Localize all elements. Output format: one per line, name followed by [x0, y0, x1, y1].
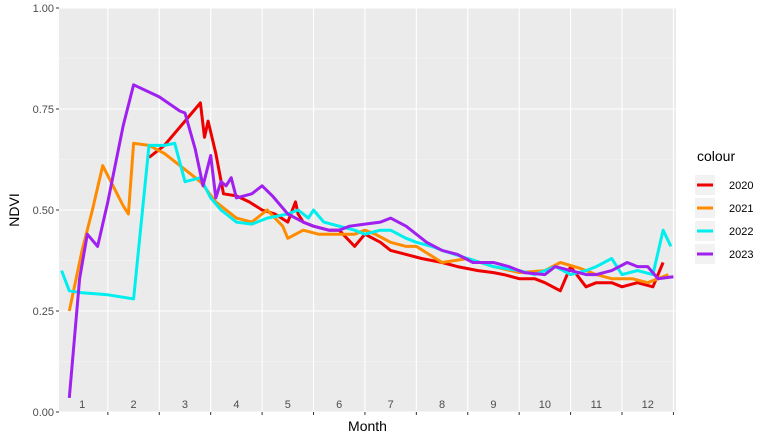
y-tick-label: 0.75	[33, 104, 54, 116]
y-tick-label: 0.50	[33, 205, 54, 217]
y-tick-label: 1.00	[33, 3, 54, 15]
x-tick-label: 9	[490, 399, 496, 411]
legend: colour 2020 2021 2022 2023	[695, 148, 753, 264]
legend-label-2022: 2022	[729, 226, 753, 238]
x-tick-label: 1	[79, 399, 85, 411]
x-tick-label: 8	[439, 399, 445, 411]
x-tick-label: 3	[182, 399, 188, 411]
series-line-2023	[67, 83, 674, 399]
x-tick-label: 6	[336, 399, 342, 411]
x-tick-label: 5	[285, 399, 291, 411]
x-tick-label: 12	[642, 399, 654, 411]
y-tick-label: 0.00	[33, 407, 54, 419]
y-axis-title: NDVI	[6, 193, 22, 226]
y-axis: 0.00 0.25 0.50 0.75 1.00	[33, 3, 59, 419]
x-tick-label: 7	[388, 399, 394, 411]
legend-label-2023: 2023	[729, 249, 753, 261]
grid-minor	[59, 58, 676, 362]
x-axis-title: Month	[348, 418, 387, 434]
series-line-2022	[60, 141, 673, 301]
x-axis: 1 2 3 4 5 6 7 8 9 10 11 12	[79, 399, 674, 415]
legend-title: colour	[697, 148, 735, 164]
x-tick-label: 2	[130, 399, 136, 411]
x-tick-label: 10	[539, 399, 551, 411]
grid-major	[59, 7, 676, 413]
y-tick-label: 0.25	[33, 306, 54, 318]
x-tick-label: 4	[233, 399, 239, 411]
series-layer	[60, 83, 674, 399]
x-tick-label: 11	[591, 399, 602, 411]
legend-label-2020: 2020	[729, 180, 753, 192]
legend-label-2021: 2021	[729, 203, 753, 215]
